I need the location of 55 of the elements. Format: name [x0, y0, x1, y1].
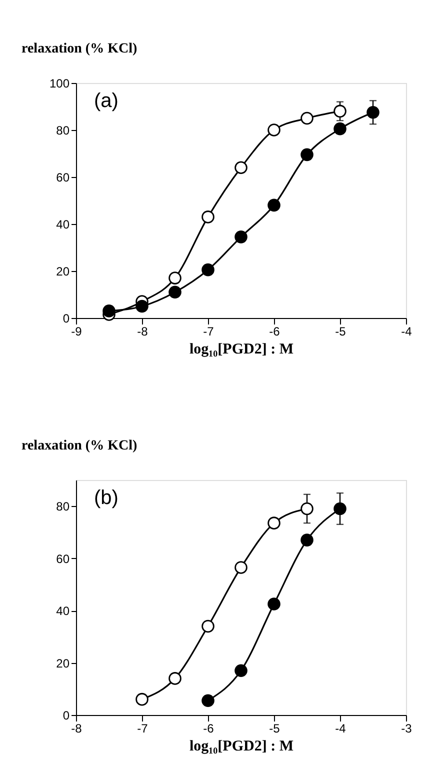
point — [334, 502, 346, 516]
x-axis-title: log₁₀[PGD2] : M — [190, 738, 294, 754]
x-tick-label: -5 — [335, 324, 346, 338]
y-tick-label: 40 — [56, 218, 70, 232]
point — [300, 502, 314, 516]
y-tick-label: 80 — [56, 500, 70, 514]
point — [202, 620, 214, 633]
point — [268, 516, 280, 530]
point — [102, 304, 116, 318]
x-tick-label: -7 — [203, 324, 214, 338]
point — [334, 122, 346, 136]
x-tick-label: -8 — [71, 722, 82, 736]
y-tick-label: 60 — [56, 552, 70, 566]
point — [202, 263, 214, 276]
point — [234, 230, 248, 244]
point — [268, 124, 280, 136]
y-axis-title: relaxation (% KCl) — [22, 42, 138, 56]
point — [168, 672, 182, 685]
x-tick-label: -8 — [137, 324, 148, 338]
point — [234, 161, 248, 174]
point — [268, 198, 280, 212]
point — [300, 112, 314, 125]
x-tick-label: -6 — [203, 722, 214, 736]
y-tick-label: 20 — [56, 264, 70, 278]
x-tick-label: -4 — [335, 722, 346, 736]
annotation: (a) — [94, 90, 118, 112]
point — [300, 148, 314, 162]
point — [136, 692, 148, 706]
y-axis-title: relaxation (% KCl) — [22, 438, 138, 454]
point — [366, 106, 380, 119]
x-tick-label: -4 — [401, 324, 412, 338]
point — [136, 300, 148, 313]
point — [202, 210, 214, 224]
x-tick-label: -7 — [137, 722, 148, 736]
point — [202, 694, 214, 708]
y-tick-label: 60 — [56, 170, 70, 184]
point — [300, 534, 314, 546]
x-tick-label: -5 — [269, 722, 280, 736]
point — [268, 598, 280, 610]
annotation: (b) — [94, 487, 118, 509]
x-tick-label: -6 — [269, 324, 280, 338]
x-tick-label: -3 — [401, 722, 412, 736]
y-tick-label: 100 — [49, 76, 70, 90]
y-tick-label: 0 — [62, 312, 70, 326]
y-tick-label: 40 — [56, 604, 70, 618]
x-axis-title: log₁₀[PGD2] : M — [190, 342, 294, 358]
x-tick-label: -9 — [71, 324, 82, 338]
point — [168, 286, 182, 299]
y-tick-label: 20 — [56, 656, 70, 670]
point — [234, 664, 248, 677]
point — [334, 104, 346, 118]
y-tick-label: 0 — [62, 708, 70, 722]
point — [168, 272, 182, 284]
y-tick-label: 80 — [56, 124, 70, 138]
point — [234, 561, 248, 574]
